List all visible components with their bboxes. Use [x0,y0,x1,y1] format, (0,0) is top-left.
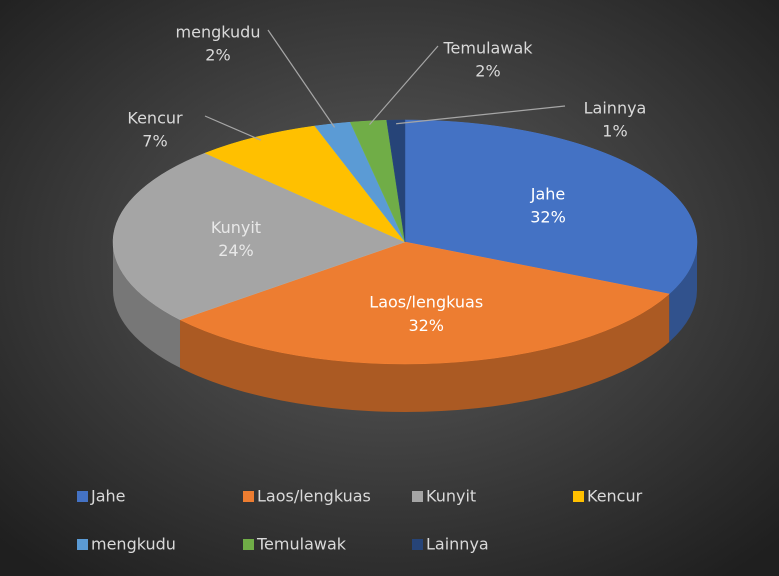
slice-side [113,242,181,368]
label-value: 32% [408,315,444,334]
legend-label: Kencur [587,487,643,506]
leader-line [396,105,566,125]
leader-line [204,115,262,141]
leader-line [369,45,439,125]
data-label: Kencur 7% [127,108,183,150]
data-label: Jahe 32% [530,184,566,226]
slice [204,125,406,243]
legend-swatch [243,539,254,550]
slice-side [669,242,697,342]
legend-label: Kunyit [426,487,476,506]
label-name: Lainnya [584,98,647,117]
label-name: Kunyit [211,217,261,236]
legend-swatch [412,491,423,502]
legend-label: Lainnya [426,535,489,554]
label-value: 1% [602,121,627,140]
legend-swatch [77,539,88,550]
pie-tops [112,119,698,365]
label-value: 2% [205,45,230,64]
data-label: mengkudu 2% [176,22,261,64]
legend-label: mengkudu [91,535,176,554]
legend-label: Jahe [90,487,126,506]
data-label: Temulawak 2% [442,38,533,80]
label-name: Jahe [530,184,566,203]
label-name: Kencur [127,108,183,127]
legend-swatch [573,491,584,502]
data-label: Laos/lengkuas 32% [369,292,483,334]
legend-swatch [77,491,88,502]
slice [179,241,670,365]
label-value: 24% [218,241,254,260]
slice [404,119,698,295]
slice [386,119,406,243]
slice [112,152,406,321]
legend-swatch [412,539,423,550]
data-labels: Jahe 32% Laos/lengkuas 32% Kunyit 24% Kencur 7%… [127,22,646,334]
label-value: 2% [475,61,500,80]
slice-side [180,293,670,412]
legend-label: Temulawak [256,535,347,554]
label-name: mengkudu [176,22,261,41]
legend-label: Laos/lengkuas [257,487,371,506]
label-name: Temulawak [442,38,533,57]
data-label: Lainnya 1% [584,98,647,140]
data-label: Kunyit 24% [211,217,261,259]
label-value: 32% [530,207,566,226]
label-value: 7% [142,131,167,150]
leader-line [267,29,336,128]
legend-swatch [243,491,254,502]
legend: Jahe Laos/lengkuas Kunyit Kencur mengkudu Tem… [77,487,643,554]
label-name: Laos/lengkuas [369,292,483,311]
pie-sides [113,242,697,412]
